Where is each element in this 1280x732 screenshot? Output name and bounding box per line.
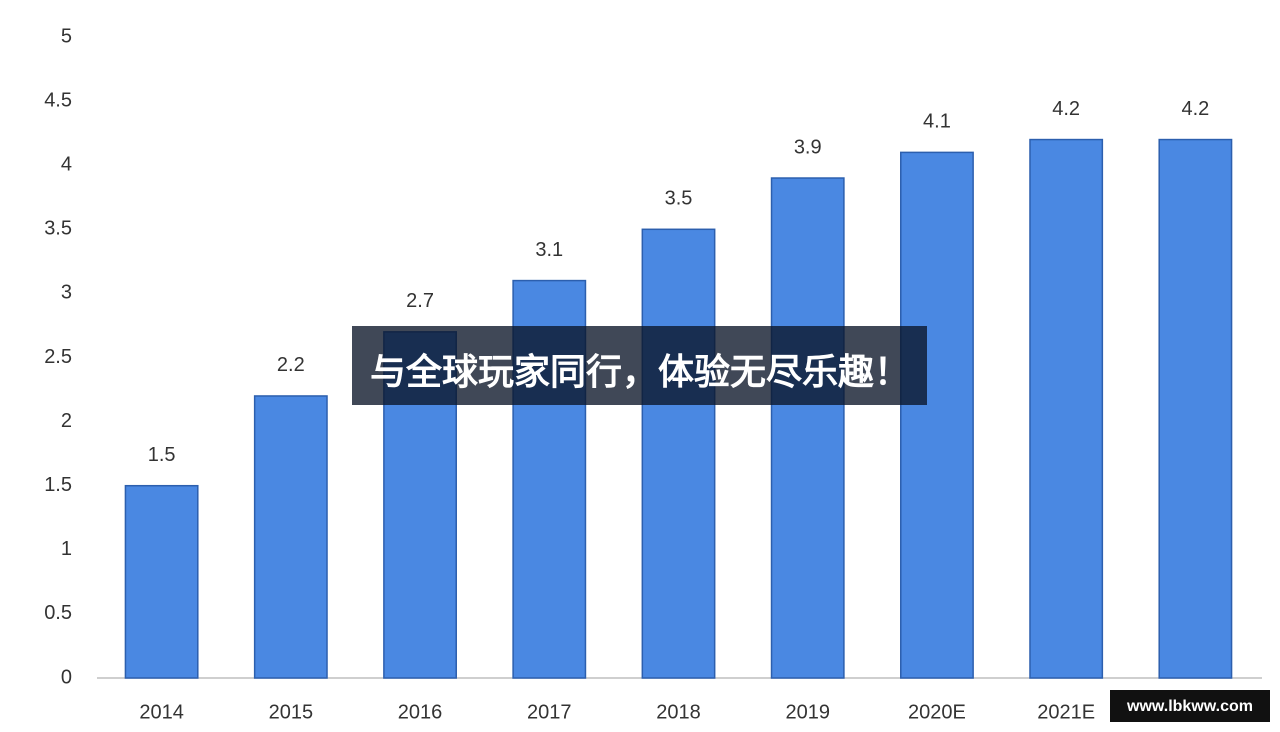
x-tick-label: 2015	[269, 701, 314, 723]
y-tick-label: 3.5	[44, 218, 72, 240]
y-tick-label: 5	[61, 25, 72, 47]
x-tick-label: 2014	[139, 701, 184, 723]
bar	[253, 395, 328, 679]
y-tick-label: 4.5	[44, 89, 72, 111]
x-tick-label: 2016	[398, 701, 443, 723]
y-tick-label: 3	[61, 282, 72, 304]
bar	[900, 151, 974, 679]
value-label: 4.2	[1052, 98, 1080, 120]
bar	[124, 484, 199, 679]
y-tick-label: 4	[61, 153, 72, 175]
value-label: 1.5	[148, 444, 176, 466]
y-tick-label: 1	[61, 538, 72, 560]
value-label: 3.9	[794, 136, 822, 158]
x-tick-label: 2017	[527, 701, 572, 723]
badge-box	[1110, 690, 1270, 722]
x-tick-label: 2020E	[908, 701, 966, 723]
y-tick-label: 0	[61, 666, 72, 688]
plot: 0 0.5 1 1.5 2 2.5 3 3.5 4 4.5 5 2014 1.5 2015 2.2 2016 2…	[44, 25, 1233, 723]
badge: www.lbkww.com	[1126, 698, 1253, 715]
bar	[1158, 138, 1233, 679]
x-tick-label: 2021E	[1037, 701, 1095, 723]
y-tick-label: 2.5	[44, 346, 72, 368]
y-tick-label: 0.5	[44, 602, 72, 624]
bar	[770, 177, 845, 679]
caption-box	[352, 326, 927, 405]
value-label: 4.2	[1181, 98, 1209, 120]
caption: 与全球玩家同行，体验无尽乐趣！	[370, 351, 910, 393]
value-label: 2.2	[277, 354, 305, 376]
y-tick-label: 2	[61, 410, 72, 432]
value-label: 3.5	[665, 188, 693, 210]
x-tick-label: 2018	[656, 701, 701, 723]
value-label: 4.1	[923, 111, 951, 133]
value-label: 3.1	[535, 239, 563, 261]
bar	[1029, 138, 1104, 679]
y-tick-label: 1.5	[44, 474, 72, 496]
bar	[641, 228, 716, 679]
value-label: 2.7	[406, 290, 434, 312]
x-tick-label: 2019	[785, 701, 830, 723]
